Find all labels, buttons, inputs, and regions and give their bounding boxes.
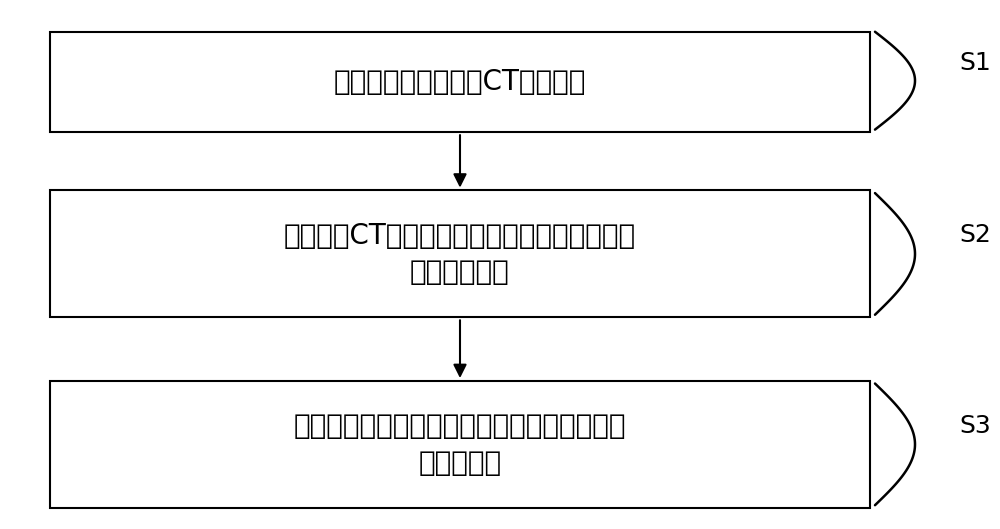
- FancyBboxPatch shape: [50, 32, 870, 132]
- Text: S1: S1: [959, 51, 991, 76]
- Text: 根据所述待测页岩样品的三维灰度图像计算黄
铁矿的含量: 根据所述待测页岩样品的三维灰度图像计算黄 铁矿的含量: [294, 412, 626, 477]
- Text: S3: S3: [959, 414, 991, 438]
- Text: 获取待测页岩样品的CT扫描数据: 获取待测页岩样品的CT扫描数据: [334, 68, 586, 96]
- Text: 根据所述CT扫描数据重构所述待测页岩样品的
三维灰度图像: 根据所述CT扫描数据重构所述待测页岩样品的 三维灰度图像: [284, 222, 636, 286]
- FancyBboxPatch shape: [50, 381, 870, 508]
- FancyBboxPatch shape: [50, 190, 870, 317]
- Text: S2: S2: [959, 223, 991, 248]
